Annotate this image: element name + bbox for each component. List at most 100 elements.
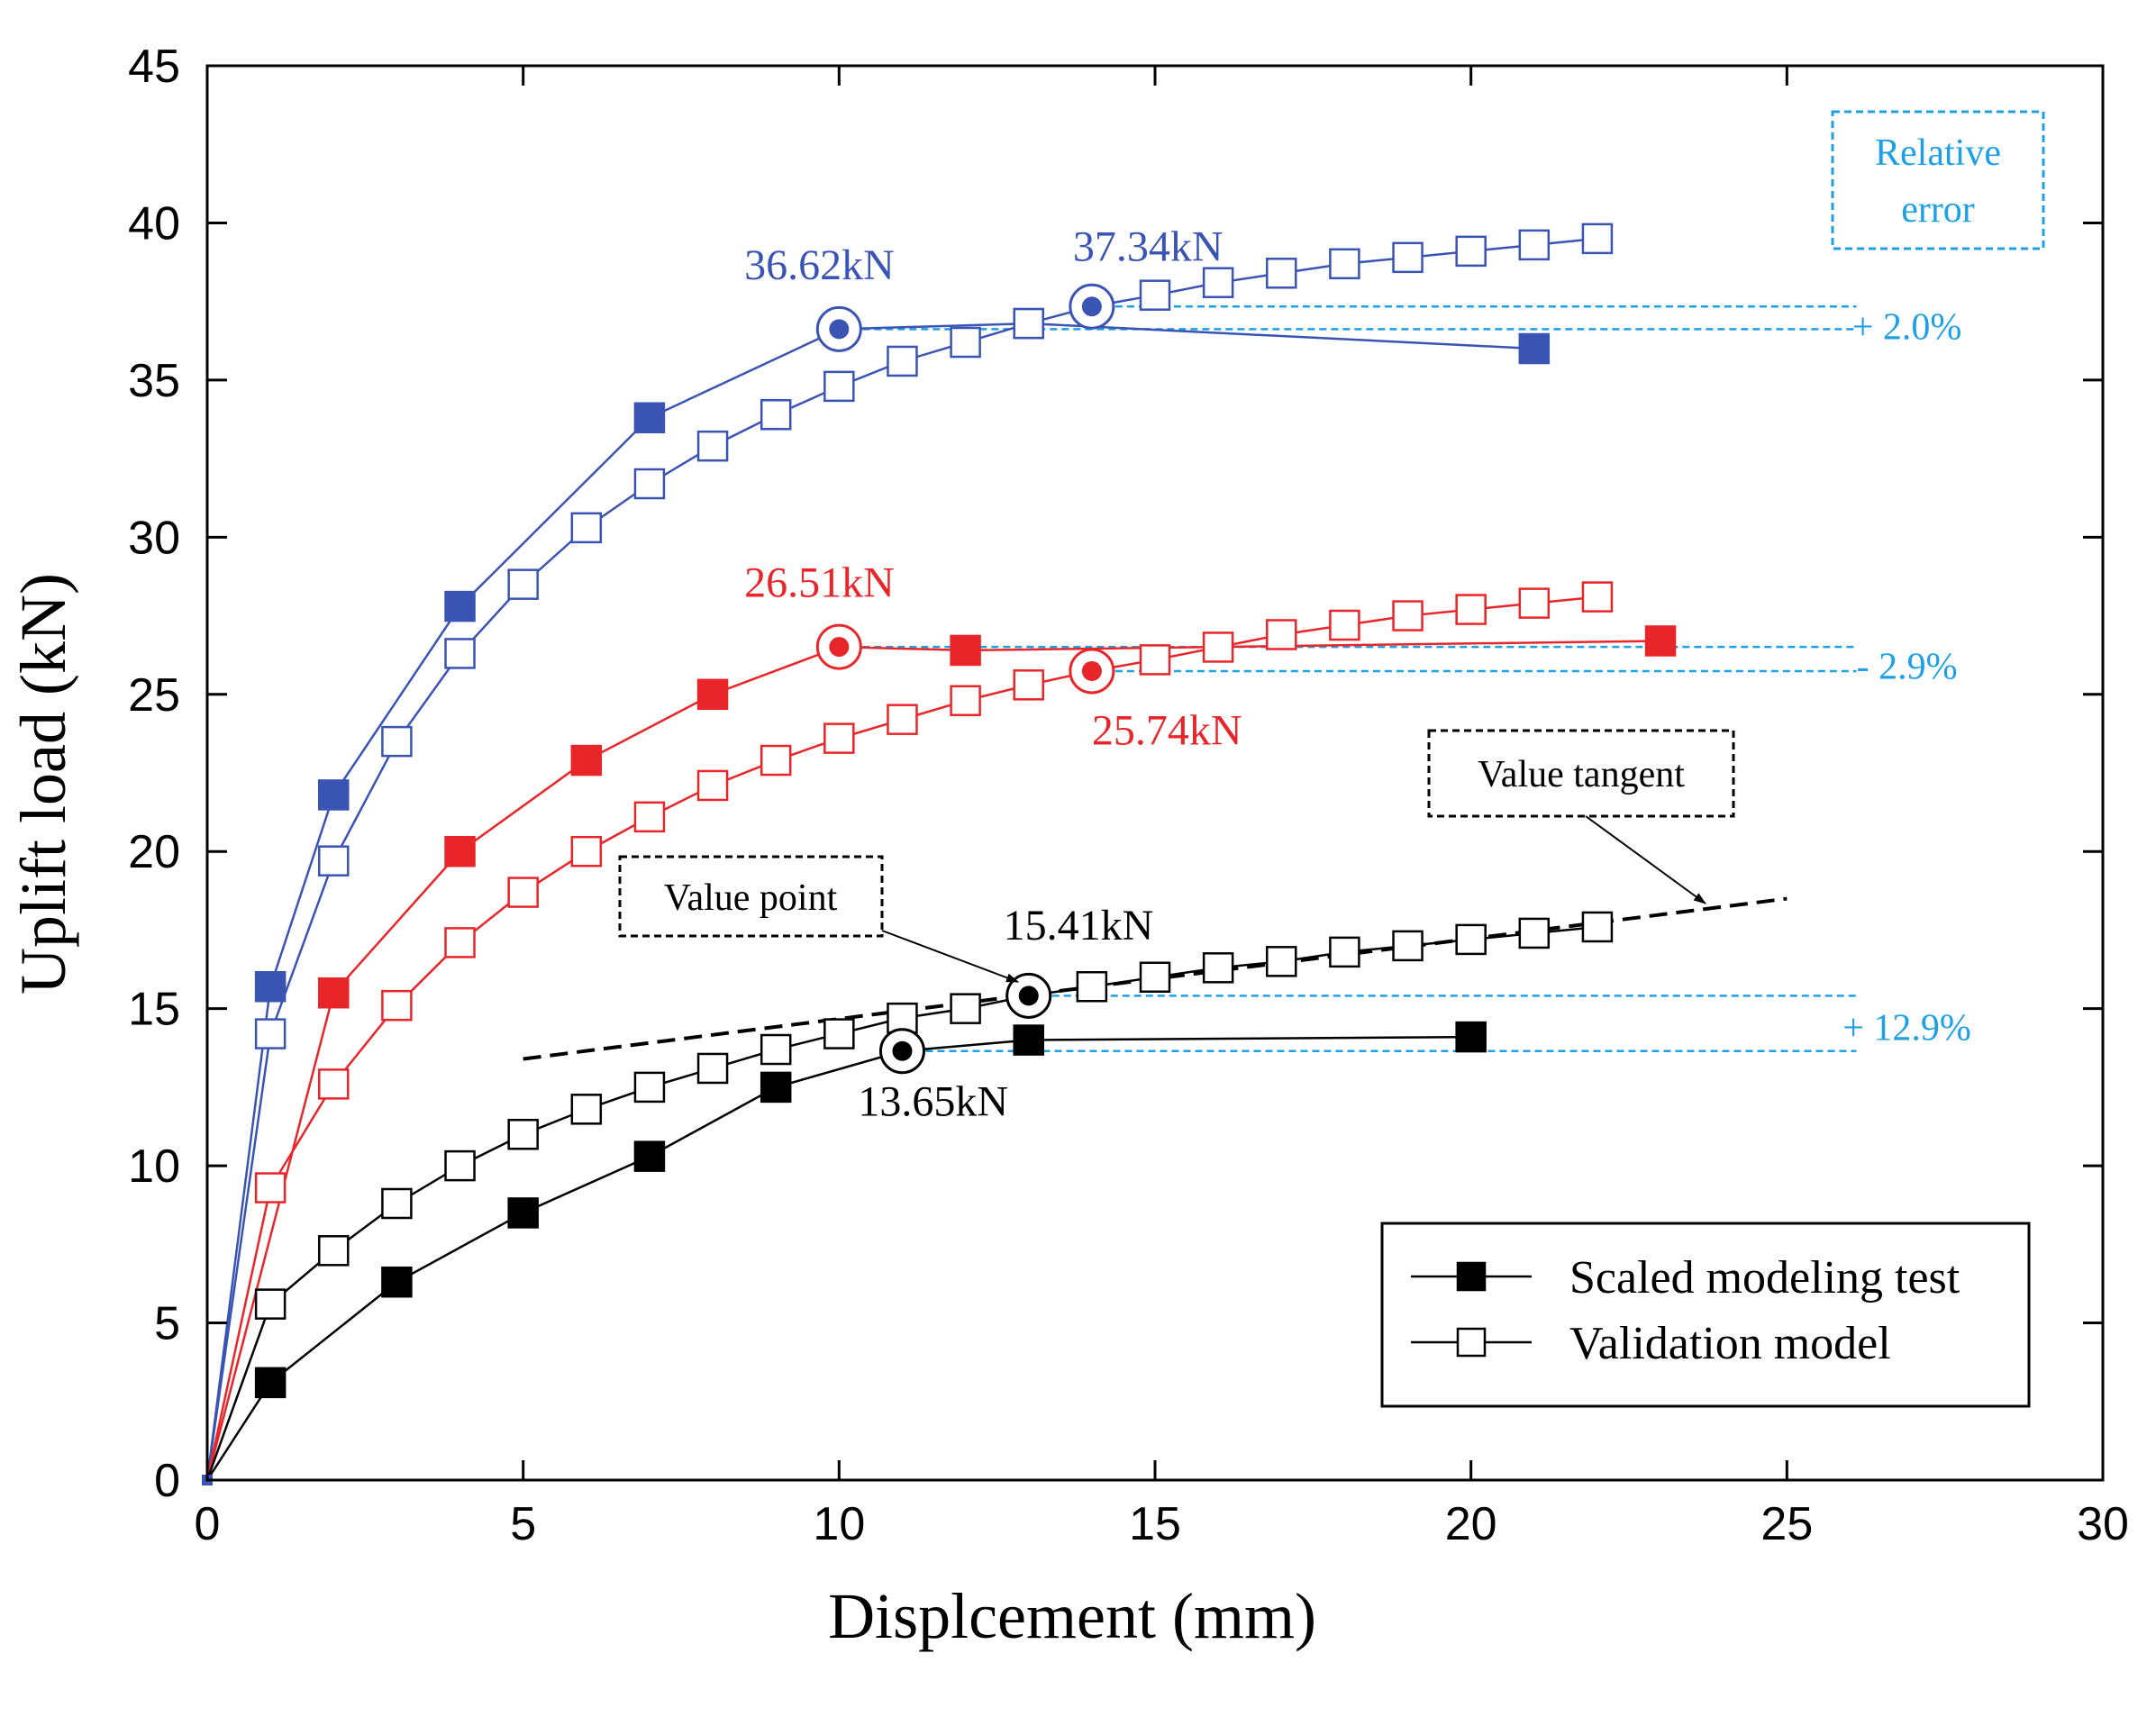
data-point-black-filled (381, 1266, 413, 1298)
x-tick-label: 20 (1445, 1498, 1497, 1550)
axes: 0 5 10 15 20 25 30 0 5 10 15 20 25 30 35 40 45 (128, 41, 2129, 1550)
y-tick-label: 5 (154, 1298, 180, 1350)
data-point-black-open (570, 1094, 603, 1125)
value-label: 15.41kN (1004, 902, 1154, 949)
data-point-red-filled (696, 678, 729, 711)
data-point-black-filled (1013, 1024, 1044, 1056)
data-point-black-filled (254, 1367, 287, 1399)
value-tangent-box (1427, 729, 1735, 818)
data-point-blue-open (1013, 307, 1044, 340)
data-point-black-open (696, 1052, 729, 1085)
relative-error-value: + 2.0% (1852, 307, 1962, 349)
data-point-red-open (823, 722, 855, 754)
value-point-markers (815, 283, 1115, 1075)
data-point-black-open (823, 1018, 855, 1049)
data-point-blue-filled (318, 779, 350, 811)
value-point-dot (829, 319, 850, 340)
data-point-red-open (1581, 581, 1614, 613)
value-point-dot (829, 637, 850, 658)
data-point-red-open (1266, 619, 1297, 650)
data-point-blue-open (1455, 235, 1487, 268)
data-point-black-open (381, 1187, 413, 1220)
y-tick-label: 15 (128, 984, 180, 1036)
data-point-black-open (633, 1071, 666, 1104)
x-tick-label: 0 (195, 1498, 221, 1550)
value-label: 36.62kN (744, 241, 895, 289)
y-tick-label: 20 (128, 826, 180, 878)
data-point-blue-open (633, 468, 666, 500)
data-point-red-filled (1644, 625, 1677, 657)
data-point-black-open (1266, 946, 1297, 977)
data-point-blue-open (1139, 279, 1171, 311)
y-tick-label: 10 (128, 1140, 180, 1193)
data-point-red-filled (950, 634, 981, 667)
data-point-black-open (1329, 936, 1360, 968)
data-point-red-open (1202, 631, 1234, 663)
data-point-red-open (1329, 609, 1360, 641)
series-line-blue-filled (205, 322, 1534, 1481)
x-tick-label: 10 (813, 1498, 865, 1550)
data-point-black-open (444, 1149, 476, 1182)
data-point-red-open (633, 801, 666, 833)
data-point-blue-open (570, 512, 603, 544)
data-point-red-open (1139, 644, 1171, 676)
data-point-black-open (1139, 961, 1171, 994)
legend-marker-scaled (1456, 1261, 1487, 1292)
data-point-black-open (1202, 952, 1234, 984)
data-point-blue-filled (1518, 332, 1551, 365)
value-point-dot (1081, 660, 1102, 681)
data-point-blue-open (823, 370, 855, 403)
data-point-black-open (950, 993, 981, 1024)
data-point-blue-open (507, 568, 539, 600)
data-point-red-open (1013, 669, 1044, 701)
data-point-blue-filled (633, 402, 666, 434)
data-point-red-filled (318, 977, 350, 1009)
y-tick-label: 40 (128, 197, 180, 250)
value-label: 13.65kN (858, 1077, 1008, 1125)
legend-box (1380, 1222, 2031, 1408)
data-point-black-open (1392, 930, 1424, 962)
data-point-blue-open (444, 638, 476, 669)
data-point-black-open (1518, 917, 1551, 949)
x-tick-label: 25 (1760, 1498, 1813, 1550)
y-tick-label: 25 (128, 669, 180, 722)
data-point-red-open (507, 877, 539, 908)
data-point-blue-filled (254, 970, 287, 1003)
data-point-black-open (887, 1002, 918, 1034)
value-point-dot (1081, 296, 1102, 317)
data-point-blue-open (381, 725, 413, 758)
x-axis-title: Displcement (mm) (828, 1580, 1316, 1652)
y-tick-label: 35 (128, 355, 180, 407)
relative-error-title-2: error (1901, 189, 1975, 231)
data-point-blue-open (1581, 223, 1614, 255)
data-point-blue-open (1266, 258, 1297, 289)
value-label: 25.74kN (1092, 707, 1242, 755)
data-point-black-open (254, 1288, 287, 1320)
value-labels: + 2.0% - 2.9% + 12.9% 36.62kN 37.34kN 26.51kN… (744, 223, 1971, 1125)
data-point-blue-open (318, 845, 350, 877)
data-point-red-open (381, 989, 413, 1022)
data-point-red-open (1392, 600, 1424, 631)
x-tick-label: 5 (510, 1498, 536, 1550)
data-point-blue-open (760, 399, 792, 431)
relative-error-value: - 2.9% (1857, 646, 1958, 687)
data-point-blue-open (696, 430, 729, 462)
data-point-blue-open (254, 1018, 287, 1049)
series-line-red-filled (205, 640, 1661, 1481)
y-axis-title: Uplift load (kN) (7, 573, 79, 995)
legend-label-validation: Validation model (1569, 1318, 1891, 1369)
data-point-black-filled (633, 1140, 666, 1172)
data-point-blue-open (1518, 229, 1551, 261)
data-point-blue-open (1202, 267, 1234, 298)
value-tangent-label: Value tangent (1478, 754, 1685, 795)
data-point-red-open (570, 835, 603, 868)
data-point-red-open (887, 704, 918, 735)
data-point-black-open (1455, 923, 1487, 956)
data-point-red-open (318, 1068, 350, 1100)
value-point-arrow (881, 930, 1019, 983)
value-point-dot (892, 1040, 913, 1061)
y-tick-label: 0 (154, 1455, 180, 1507)
data-point-blue-open (1392, 241, 1424, 274)
y-tick-label: 45 (128, 41, 180, 93)
